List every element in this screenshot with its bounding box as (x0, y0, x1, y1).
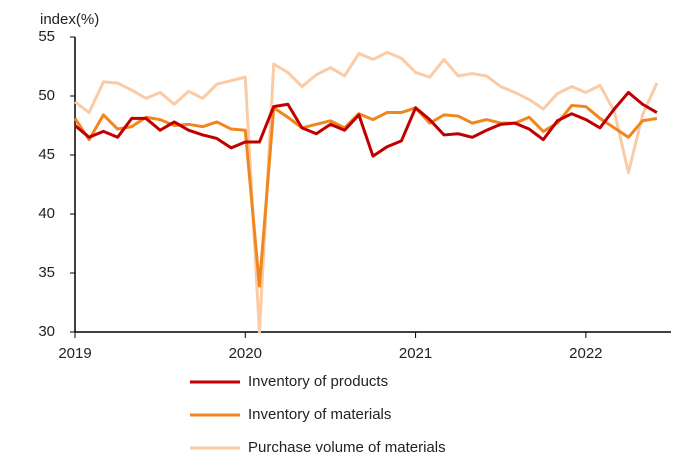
y-tick-label: 35 (38, 264, 55, 281)
y-tick-label: 30 (38, 323, 55, 340)
y-tick-label: 55 (38, 28, 55, 45)
legend-label: Purchase volume of materials (248, 439, 446, 452)
x-tick-label: 2022 (569, 345, 602, 362)
legend-label: Inventory of products (248, 373, 388, 390)
y-tick-label: 50 (38, 87, 55, 104)
y-tick-label: 45 (38, 146, 55, 163)
series-line (74, 50, 659, 334)
y-tick-label: 40 (38, 205, 55, 222)
y-axis-title: index(%) (40, 11, 99, 28)
legend-label: Inventory of materials (248, 406, 391, 423)
x-tick-label: 2021 (399, 345, 432, 362)
x-tick-label: 2020 (229, 345, 262, 362)
series-line (74, 90, 658, 158)
x-tick-label: 2019 (58, 345, 91, 362)
